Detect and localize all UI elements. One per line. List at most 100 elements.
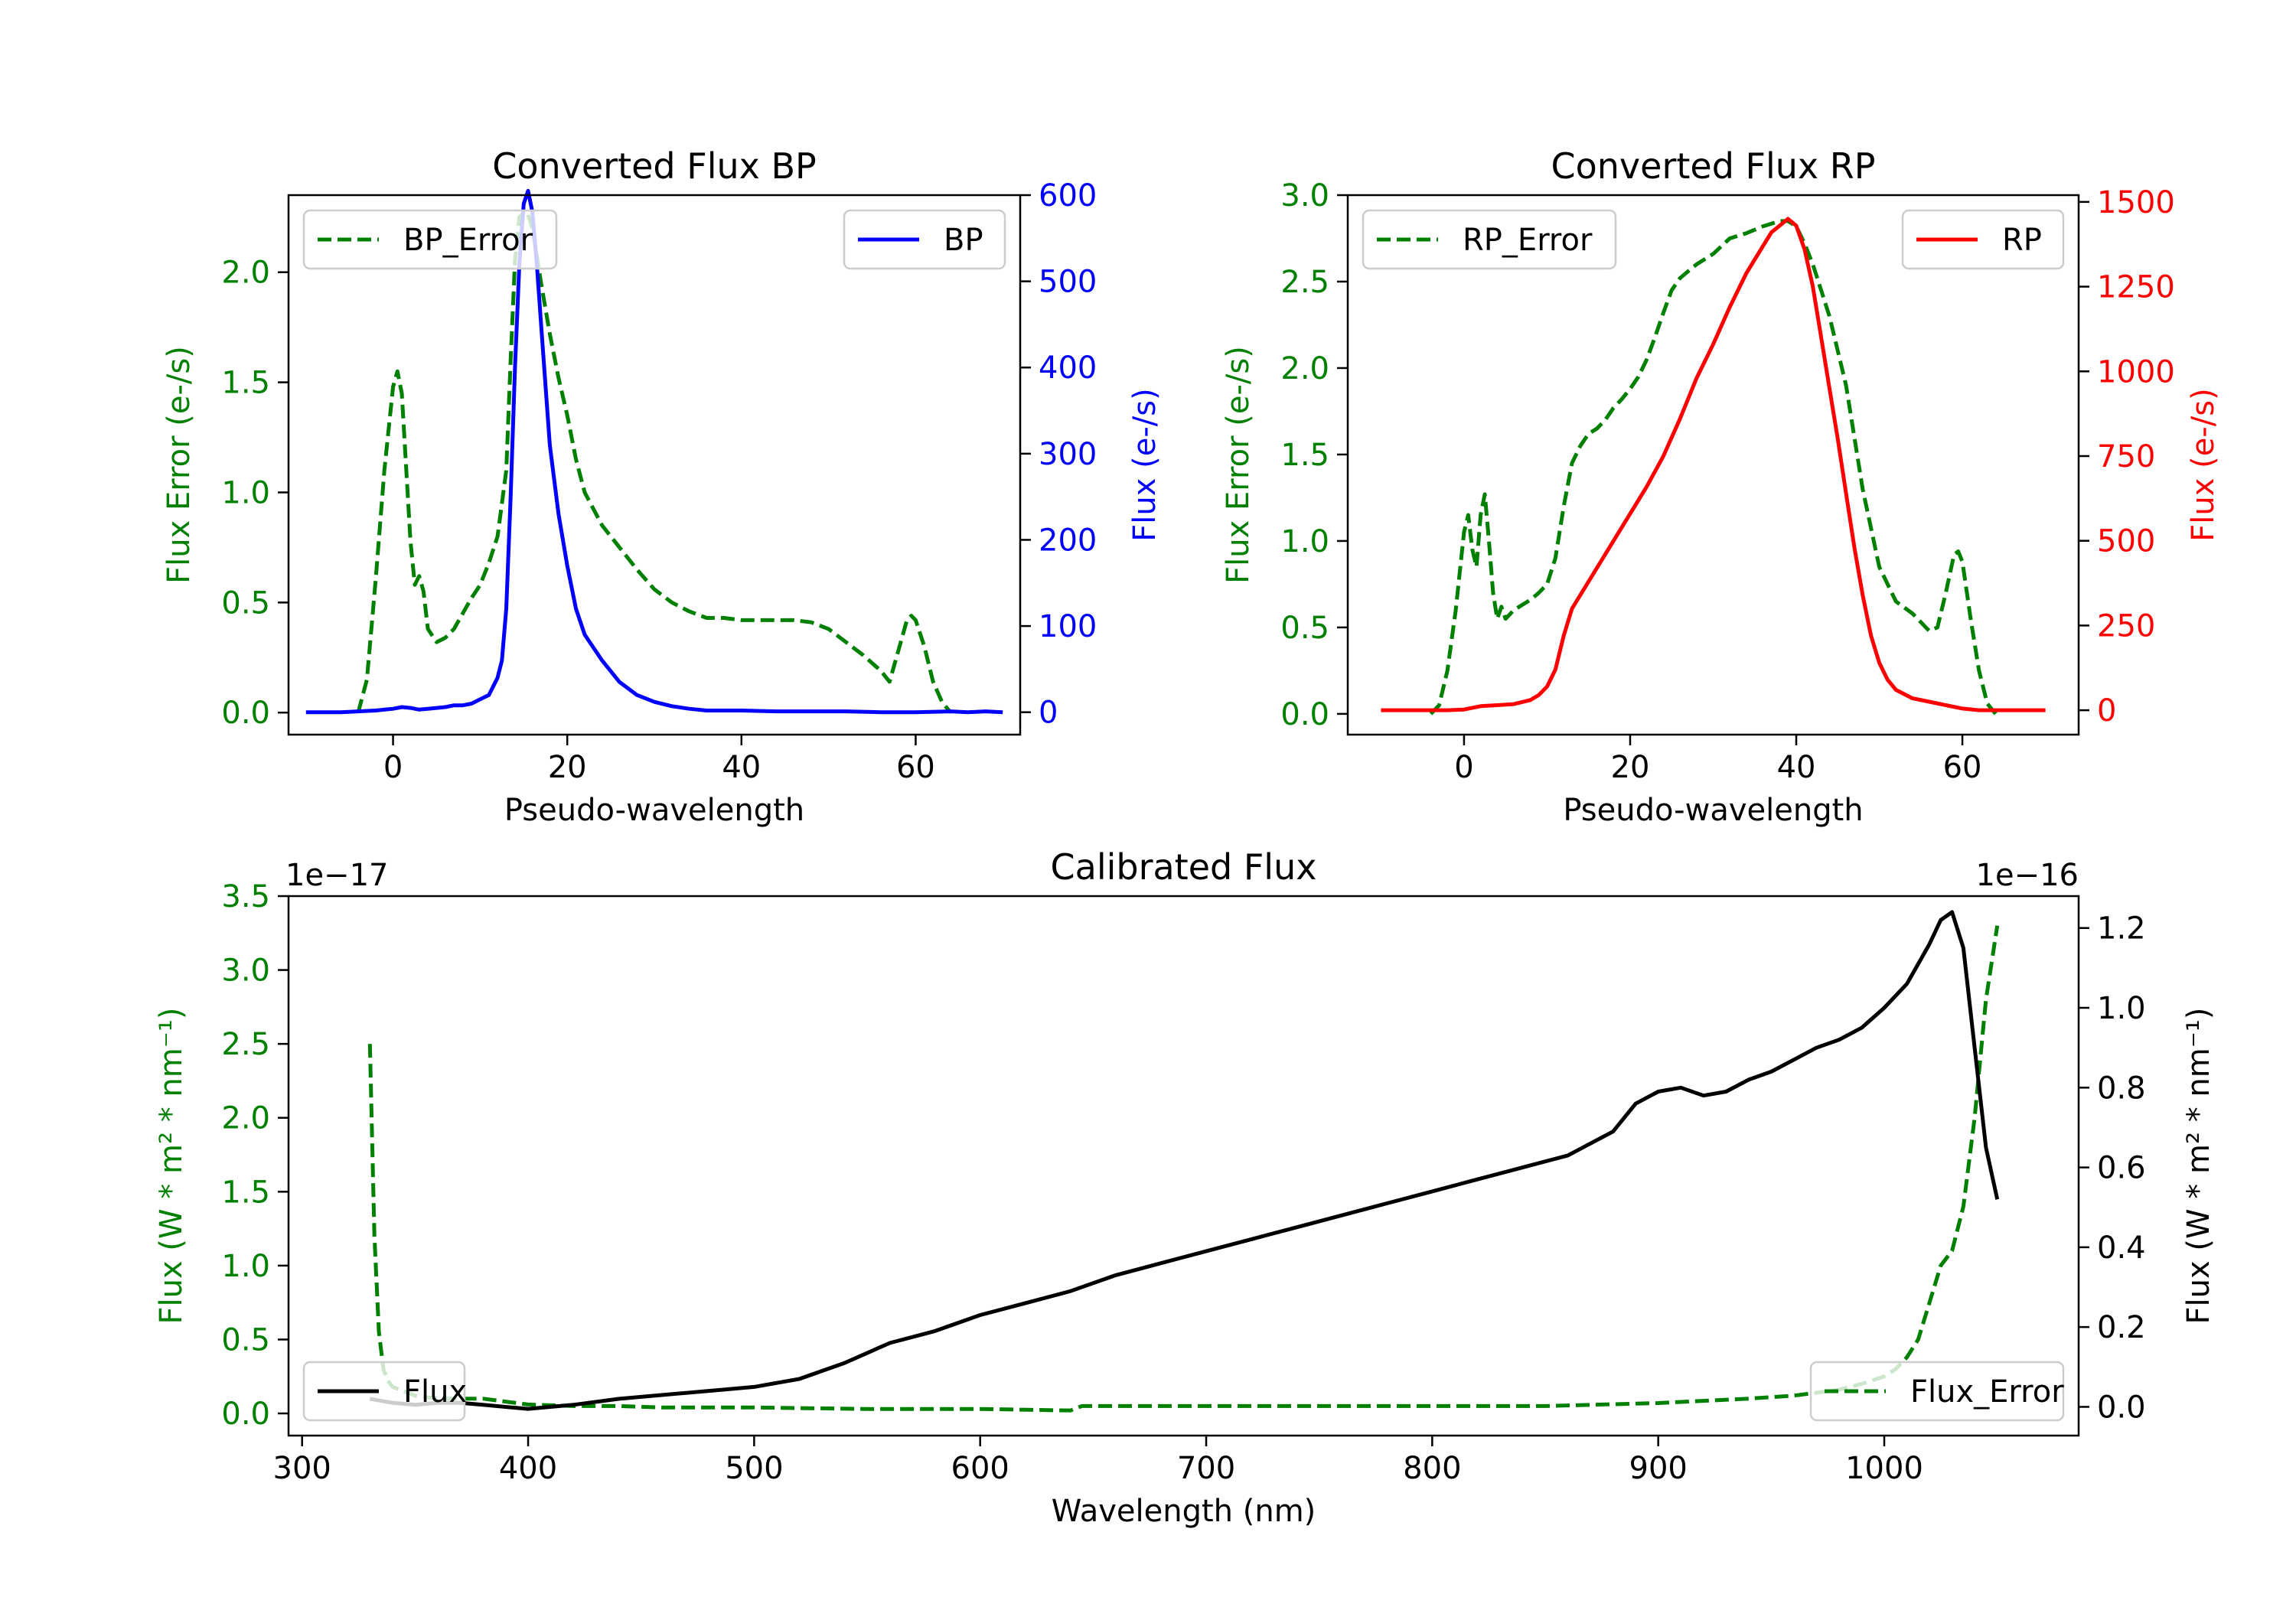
x-tick-label: 60 [1943, 750, 1982, 785]
y-left-tick-label: 0.5 [221, 1322, 270, 1358]
y-right-tick-label: 1250 [2097, 270, 2175, 305]
y-left-axis-label: Flux Error (e-/s) [1221, 346, 1256, 584]
x-tick-label: 0 [1454, 750, 1473, 785]
y-left-tick-label: 2.0 [221, 1101, 270, 1136]
y-left-tick-label: 0.0 [221, 696, 270, 731]
y-right-tick-label: 1500 [2097, 185, 2175, 220]
axes-frame [1346, 194, 2080, 736]
series-line-rp [1381, 217, 2046, 712]
y-right-tick-label: 0.4 [2097, 1231, 2146, 1266]
legend-label: Flux_Error [1910, 1374, 2064, 1410]
y-right-tick-label: 1.0 [2097, 991, 2146, 1026]
x-axis-label: Pseudo-wavelength [504, 793, 804, 828]
y-right-tick-label: 600 [1039, 178, 1097, 214]
y-right-tick-label: 0 [1039, 696, 1058, 731]
chart-calibrated: Calibrated Flux 300 400 500 600 700 800 900 1000… [154, 846, 2216, 1529]
series-line-rp-error [1429, 219, 1998, 715]
y-left-tick-label: 1.0 [1280, 524, 1329, 559]
legend-label: Flux [403, 1374, 467, 1410]
legend-rp: RP [1901, 209, 2065, 270]
x-tick-label: 400 [499, 1451, 557, 1486]
y-right-tick-label: 400 [1039, 350, 1097, 386]
offset-right-label: 1e−16 [1976, 858, 2079, 893]
y-right-tick-label: 0 [2097, 693, 2116, 729]
y-right-tick-label: 750 [2097, 439, 2155, 474]
y-right-tick-label: 500 [2097, 524, 2155, 559]
y-right-tick-label: 1.2 [2097, 911, 2146, 947]
y-left-axis-label: Flux (W * m² * nm⁻¹) [154, 1008, 189, 1325]
y-left-tick-label: 3.0 [221, 953, 270, 989]
legend-flux: Flux [302, 1361, 467, 1422]
y-left-tick-label: 1.5 [221, 1175, 270, 1210]
y-left-tick-label: 2.0 [221, 256, 270, 291]
y-right-tick-label: 300 [1039, 437, 1097, 472]
offset-left-label: 1e−17 [285, 858, 388, 893]
chart-title: Converted Flux BP [492, 145, 817, 187]
y-left-axis-label: Flux Error (e-/s) [161, 346, 197, 584]
chart-title: Converted Flux RP [1551, 145, 1876, 187]
chart-title: Calibrated Flux [1051, 846, 1317, 888]
chart-bp: Converted Flux BP 0 20 40 60 0.0 0.5 1.0 1.5 2.0 0… [161, 145, 1163, 828]
x-tick-label: 1000 [1845, 1451, 1923, 1486]
y-left-tick-label: 1.5 [221, 366, 270, 401]
x-axis-label: Pseudo-wavelength [1563, 793, 1863, 828]
x-tick-label: 20 [1611, 750, 1650, 785]
y-left-tick-label: 0.5 [221, 585, 270, 621]
legend-flux-error: Flux_Error [1809, 1361, 2065, 1422]
series-line-flux [369, 910, 2000, 1411]
y-left-tick-label: 2.5 [221, 1027, 270, 1062]
y-right-tick-label: 0.0 [2097, 1390, 2146, 1425]
y-left-tick-label: 0.0 [221, 1397, 270, 1432]
x-axis-label: Wavelength (nm) [1052, 1494, 1316, 1529]
y-left-tick-label: 1.0 [221, 1249, 270, 1284]
y-right-tick-label: 1000 [2097, 354, 2175, 390]
y-right-tick-label: 100 [1039, 609, 1097, 644]
x-tick-label: 700 [1177, 1451, 1235, 1486]
y-right-tick-label: 0.8 [2097, 1071, 2146, 1106]
legend-box [1362, 209, 1617, 270]
legend-box [302, 209, 558, 270]
legend-label: RP [2002, 223, 2042, 258]
x-tick-label: 600 [951, 1451, 1009, 1486]
x-tick-label: 60 [896, 750, 935, 785]
series-line-flux-error [367, 925, 2000, 1413]
legend-label: RP_Error [1463, 223, 1593, 258]
chart-rp: Converted Flux RP 0 20 40 60 0.0 0.5 1.0 1.5 2.0 2… [1221, 145, 2221, 828]
y-left-tick-label: 1.5 [1280, 438, 1329, 473]
legend-box [1901, 209, 2065, 270]
y-right-tick-label: 0.6 [2097, 1151, 2146, 1186]
y-right-tick-label: 200 [1039, 523, 1097, 558]
x-tick-label: 40 [722, 750, 761, 785]
y-right-axis-label: Flux (e-/s) [2186, 388, 2221, 541]
y-left-tick-label: 3.0 [1280, 178, 1329, 214]
x-tick-label: 900 [1629, 1451, 1688, 1486]
y-right-tick-label: 500 [1039, 265, 1097, 300]
y-left-tick-label: 1.0 [221, 475, 270, 510]
axes-frame [287, 194, 1022, 736]
y-right-axis-label: Flux (e-/s) [1127, 388, 1163, 541]
legend-label: BP_Error [403, 223, 533, 258]
y-right-tick-label: 0.2 [2097, 1310, 2146, 1345]
legend-rp-error: RP_Error [1362, 209, 1617, 270]
x-tick-label: 0 [383, 750, 403, 785]
y-left-tick-label: 0.0 [1280, 697, 1329, 732]
legend-box [843, 209, 1006, 270]
series-line-bp-error [356, 210, 952, 714]
legend-bp-error: BP_Error [302, 209, 558, 270]
y-right-axis-label: Flux (W * m² * nm⁻¹) [2181, 1008, 2216, 1325]
x-tick-label: 500 [725, 1451, 783, 1486]
legend-box [1809, 1361, 2065, 1422]
y-right-tick-label: 250 [2097, 608, 2155, 644]
x-tick-label: 800 [1403, 1451, 1461, 1486]
x-tick-label: 300 [273, 1451, 331, 1486]
y-left-tick-label: 0.5 [1280, 611, 1329, 646]
legend-label: BP [944, 223, 983, 258]
x-tick-label: 20 [548, 750, 587, 785]
y-left-tick-label: 2.0 [1280, 351, 1329, 386]
x-tick-label: 40 [1777, 750, 1816, 785]
axes-frame [287, 895, 2080, 1437]
legend-box [302, 1361, 466, 1422]
y-left-tick-label: 2.5 [1280, 265, 1329, 300]
legend-bp: BP [843, 209, 1006, 270]
